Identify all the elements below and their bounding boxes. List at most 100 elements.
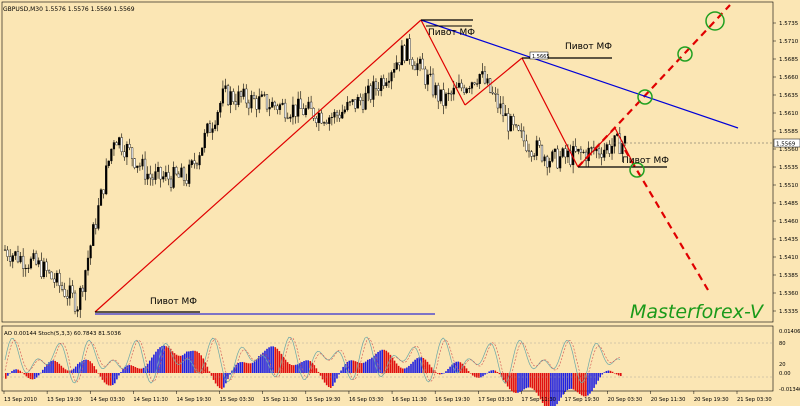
candle-body	[68, 285, 71, 299]
svg-text:1.5665: 1.5665	[532, 54, 550, 60]
ao-bar	[607, 370, 610, 373]
ao-bar	[486, 372, 488, 374]
candle-body	[242, 88, 245, 97]
candle-body	[341, 111, 344, 119]
ao-bar	[188, 351, 190, 373]
candle-body	[250, 95, 253, 109]
ao-bar	[543, 373, 546, 406]
candle-body	[395, 62, 398, 70]
price-tick-label: 1.5485	[779, 201, 799, 207]
ao-bar	[591, 373, 593, 392]
candle-body	[359, 96, 362, 101]
candle-body	[361, 100, 365, 110]
candle-body	[159, 167, 162, 180]
candle-body	[517, 125, 520, 131]
ao-bar	[299, 363, 301, 373]
candle-body	[105, 165, 108, 195]
ao-bar	[367, 359, 369, 373]
candle-body	[232, 91, 235, 102]
zigzag-down-1[interactable]	[420, 19, 466, 106]
ao-bar	[72, 368, 75, 373]
ao-bar	[167, 347, 170, 373]
candle-body	[535, 140, 538, 156]
ao-bar	[186, 351, 188, 373]
price-tick-label: 1.5610	[779, 111, 799, 117]
ao-bar	[560, 373, 562, 398]
ao-bar	[455, 361, 458, 373]
candle-body	[343, 109, 346, 113]
candle-body	[553, 148, 557, 152]
candle-body	[94, 224, 97, 229]
candle-body	[35, 253, 38, 265]
candle-body	[320, 112, 323, 124]
ao-bar	[29, 373, 32, 380]
ao-bar	[142, 367, 145, 373]
ao-bar	[535, 373, 538, 393]
ao-bar	[453, 362, 455, 373]
ao-bar	[399, 367, 402, 373]
ao-bar	[130, 365, 133, 373]
ao-bar	[383, 349, 386, 373]
ao-bar	[97, 373, 100, 374]
ao-bar	[593, 373, 595, 388]
candle-body	[278, 104, 282, 110]
ao-bar	[611, 371, 614, 373]
ao-bar	[58, 363, 61, 373]
trend-line-up[interactable]	[94, 19, 422, 313]
projection-down-dashed[interactable]	[624, 149, 709, 291]
target-circle-3[interactable]	[705, 11, 725, 31]
ao-bar	[371, 357, 373, 373]
time-tick-label: 20 Sep 11:30	[651, 397, 686, 403]
candle-body	[590, 147, 593, 149]
target-circle-4[interactable]	[629, 162, 645, 178]
candle-body	[548, 161, 551, 168]
ao-bar	[251, 362, 254, 373]
ao-bar	[548, 373, 550, 406]
candle-body	[540, 145, 544, 162]
candle-body	[180, 167, 183, 178]
ao-bar	[461, 363, 464, 373]
candle-body	[125, 144, 129, 158]
candle-body	[138, 165, 141, 167]
candle-body	[429, 73, 432, 75]
projection-up-dashed[interactable]	[577, 4, 731, 168]
target-circle-1[interactable]	[637, 89, 653, 105]
zigzag-up-1[interactable]	[464, 57, 523, 106]
ao-bar	[134, 367, 137, 373]
candle-body	[465, 88, 468, 93]
candle-body	[86, 257, 90, 271]
candle-body	[317, 112, 320, 124]
ao-bar	[260, 354, 262, 373]
ao-bar	[33, 373, 36, 379]
candle-body	[623, 136, 627, 144]
candle-body	[208, 123, 212, 133]
zigzag-down-2[interactable]	[521, 57, 579, 168]
candle-body	[460, 82, 463, 89]
candle-body	[258, 96, 261, 110]
ao-bar	[15, 369, 17, 373]
candle-body	[486, 78, 489, 84]
candle-body	[206, 123, 209, 134]
resistance-line-blue[interactable]	[420, 19, 739, 129]
pivot-label-low: Пивот МФ	[622, 156, 669, 166]
candle-body	[483, 71, 487, 84]
target-circle-2[interactable]	[677, 46, 693, 62]
candle-body	[418, 58, 422, 64]
candle-body	[504, 113, 507, 117]
candle-body	[520, 130, 523, 132]
candle-body	[421, 58, 424, 70]
ao-bar	[46, 364, 48, 373]
stoch-signal-line	[4, 337, 621, 383]
ao-bar	[81, 360, 83, 373]
svg-text:1.5569: 1.5569	[776, 142, 796, 148]
candle-body	[177, 173, 180, 178]
ao-bar	[494, 370, 497, 373]
ao-bar	[408, 365, 410, 373]
time-tick-label: 16 Sep 03:30	[349, 397, 384, 403]
ao-bar	[64, 369, 67, 373]
candle-body	[128, 144, 131, 149]
indicator-tick-label: -0.01346	[779, 387, 800, 393]
ao-bar	[66, 370, 69, 373]
ao-bar	[515, 373, 517, 393]
